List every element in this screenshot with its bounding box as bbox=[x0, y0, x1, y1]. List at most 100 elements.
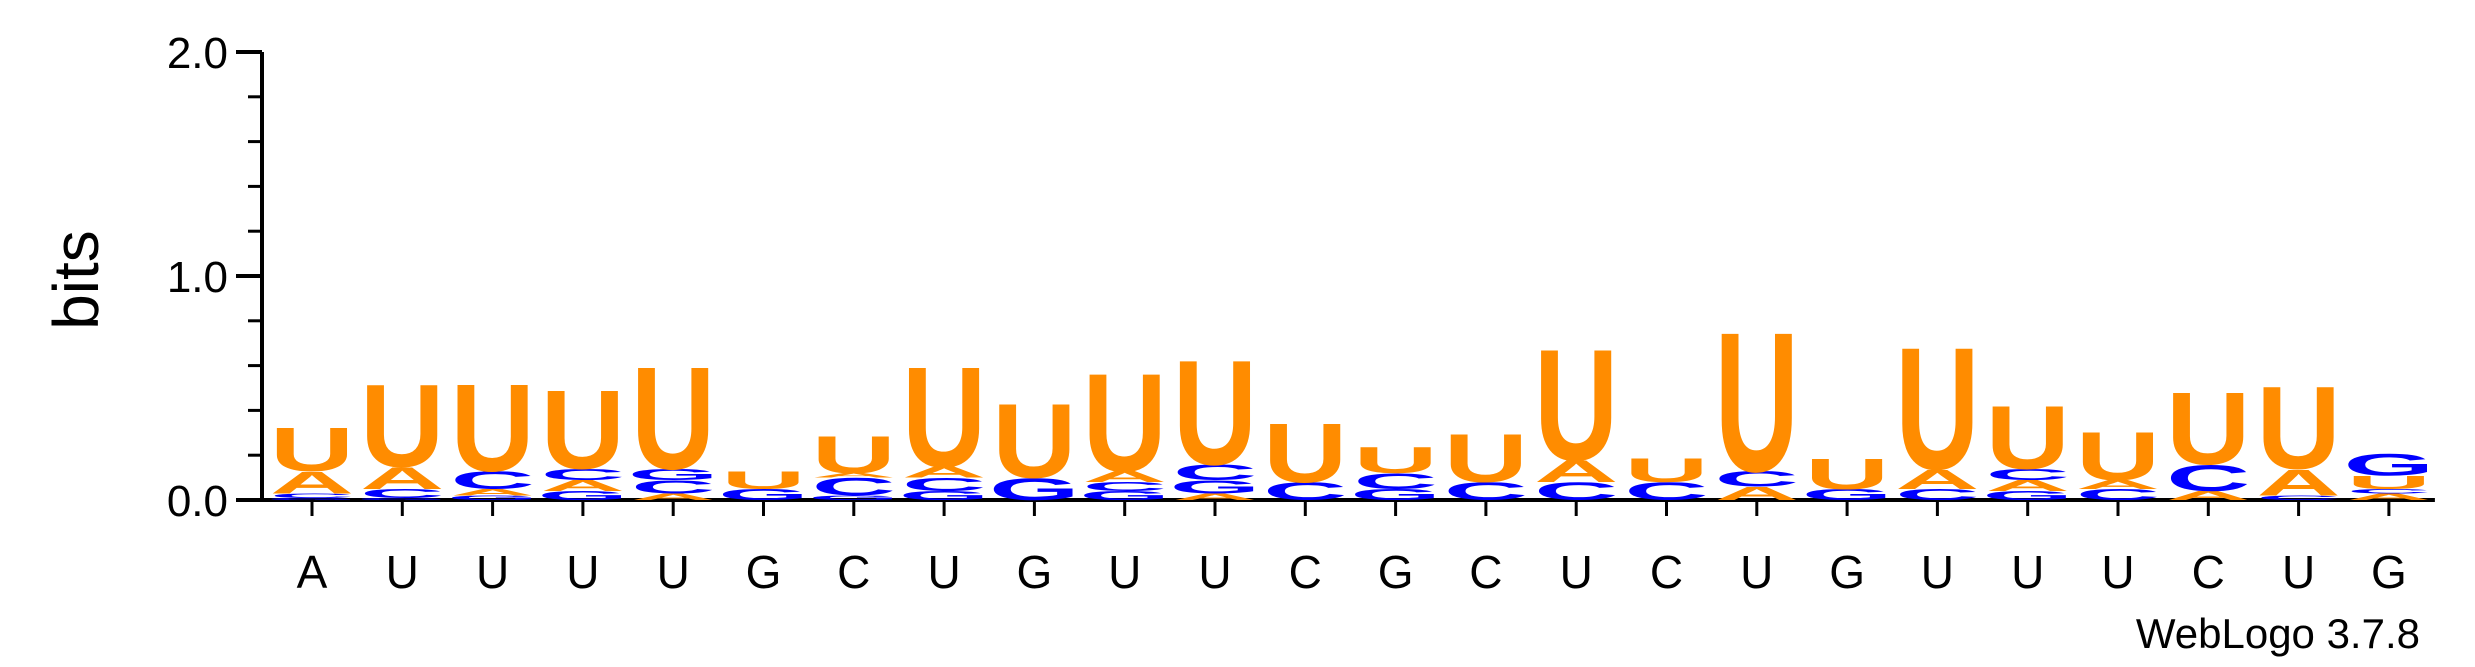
logo-glyph-U: U bbox=[2076, 418, 2160, 495]
logo-glyph-G: G bbox=[989, 472, 1080, 507]
x-tick-label: U bbox=[386, 546, 419, 598]
logo-glyph-C: C bbox=[2256, 494, 2340, 501]
x-tick-label: U bbox=[1740, 546, 1773, 598]
logo-glyph-A: A bbox=[2166, 489, 2250, 503]
logo-glyph-U: U bbox=[631, 337, 715, 501]
logo-glyph-A: A bbox=[1986, 477, 2070, 494]
logo-glyph-U: U bbox=[1624, 451, 1708, 489]
logo-glyph-C: C bbox=[1353, 469, 1437, 493]
logo-glyph-U: U bbox=[1083, 345, 1167, 501]
logo-glyph-C: C bbox=[1444, 478, 1528, 506]
logo-glyph-G: G bbox=[1170, 476, 1261, 497]
logo-glyph-A: A bbox=[2076, 478, 2160, 492]
x-tick-label: U bbox=[2282, 546, 2315, 598]
logo-glyph-A: A bbox=[2347, 492, 2431, 502]
logo-glyph-A: A bbox=[2256, 462, 2340, 503]
y-tick-label: 1.0 bbox=[167, 253, 228, 302]
logo-glyph-U: U bbox=[1715, 290, 1799, 513]
logo-glyph-C: C bbox=[812, 473, 896, 501]
logo-column: GU bbox=[989, 382, 1080, 507]
logo-glyph-U: U bbox=[270, 414, 354, 484]
logo-column: GU bbox=[1802, 449, 1893, 503]
x-tick-label: G bbox=[1829, 546, 1865, 598]
logo-glyph-G: G bbox=[1802, 486, 1893, 503]
logo-glyph-C: C bbox=[270, 492, 354, 499]
logo-glyph-A: A bbox=[450, 487, 534, 497]
logo-glyph-G: G bbox=[1350, 486, 1441, 503]
logo-glyph-A: A bbox=[812, 472, 896, 479]
logo-column: GCU bbox=[1350, 440, 1441, 503]
logo-glyph-C: C bbox=[2347, 488, 2431, 495]
logo-glyph-C: C bbox=[360, 487, 444, 501]
y-tick-label: 0.0 bbox=[167, 477, 228, 526]
logo-glyph-U: U bbox=[1353, 440, 1437, 481]
logo-glyph-A: A bbox=[541, 477, 625, 494]
logo-glyph-U: U bbox=[902, 337, 986, 497]
logo-glyph-C: C bbox=[1083, 480, 1167, 494]
logo-glyph-U: U bbox=[2256, 362, 2340, 494]
logo-glyph-G: G bbox=[357, 497, 448, 500]
logo-glyph-A: A bbox=[631, 492, 715, 502]
x-tick-label: U bbox=[927, 546, 960, 598]
logo-column: GU bbox=[718, 466, 809, 503]
logo-glyph-U: U bbox=[1805, 449, 1889, 498]
logo-glyph-G: G bbox=[538, 489, 629, 503]
logo-glyph-U: U bbox=[1173, 330, 1257, 496]
x-tick-label: U bbox=[657, 546, 690, 598]
logo-glyph-G: G bbox=[718, 486, 809, 503]
logo-glyph-U: U bbox=[2347, 472, 2431, 493]
logo-column: CAU bbox=[1534, 316, 1618, 505]
x-axis: A U U U U G C U G U U C G C U C U G U U U C U G bbox=[262, 498, 2435, 598]
logo-glyph-U: U bbox=[450, 358, 534, 497]
x-tick-label: G bbox=[2371, 546, 2407, 598]
logo-glyph-A: A bbox=[1173, 492, 1257, 502]
x-tick-label: U bbox=[476, 546, 509, 598]
logo-glyph-C: C bbox=[1895, 486, 1979, 503]
logo-glyph-U: U bbox=[1263, 406, 1347, 500]
logo-column: CAU bbox=[2256, 362, 2340, 504]
logo-glyph-A: A bbox=[1534, 454, 1618, 489]
logo-glyph-G: G bbox=[2344, 448, 2435, 483]
logo-glyph-U: U bbox=[360, 360, 444, 492]
logo-glyph-G: G bbox=[1079, 489, 1170, 503]
logo-glyph-C: C bbox=[1173, 460, 1257, 484]
logo-column: ACU bbox=[1715, 290, 1799, 513]
x-tick-label: U bbox=[2101, 546, 2134, 598]
x-tick-label: G bbox=[746, 546, 782, 598]
logo-glyph-A: A bbox=[1083, 468, 1167, 485]
logo-glyph-C: C bbox=[1263, 478, 1347, 506]
logo-glyph-C: C bbox=[631, 476, 715, 497]
x-tick-label: C bbox=[1289, 546, 1322, 598]
logo-glyph-C: C bbox=[2166, 458, 2250, 499]
x-tick-label: C bbox=[1650, 546, 1683, 598]
logo-glyph-G: G bbox=[628, 466, 719, 483]
y-axis: 0.0 1.0 2.0 bits bbox=[40, 29, 264, 526]
logo-glyph-U: U bbox=[812, 426, 896, 485]
y-ticks: 0.0 1.0 2.0 bbox=[167, 29, 262, 526]
x-tick-label: U bbox=[566, 546, 599, 598]
logo-glyph-C: C bbox=[450, 466, 534, 494]
logo-glyph-U: U bbox=[1895, 312, 1979, 506]
x-tick-label: C bbox=[837, 546, 870, 598]
logo-glyph-U: U bbox=[1986, 388, 2070, 488]
logo-glyph-A: A bbox=[902, 464, 986, 481]
logo-column: ACU bbox=[2166, 373, 2250, 503]
y-axis-title: bits bbox=[40, 230, 112, 330]
x-tick-label: U bbox=[1921, 546, 1954, 598]
logo-glyph-C: C bbox=[1986, 466, 2070, 483]
x-tick-label: U bbox=[1108, 546, 1141, 598]
logo-glyph-C: C bbox=[541, 466, 625, 483]
y-tick-label: 2.0 bbox=[167, 29, 228, 78]
logo-glyph-C: C bbox=[1534, 478, 1618, 506]
